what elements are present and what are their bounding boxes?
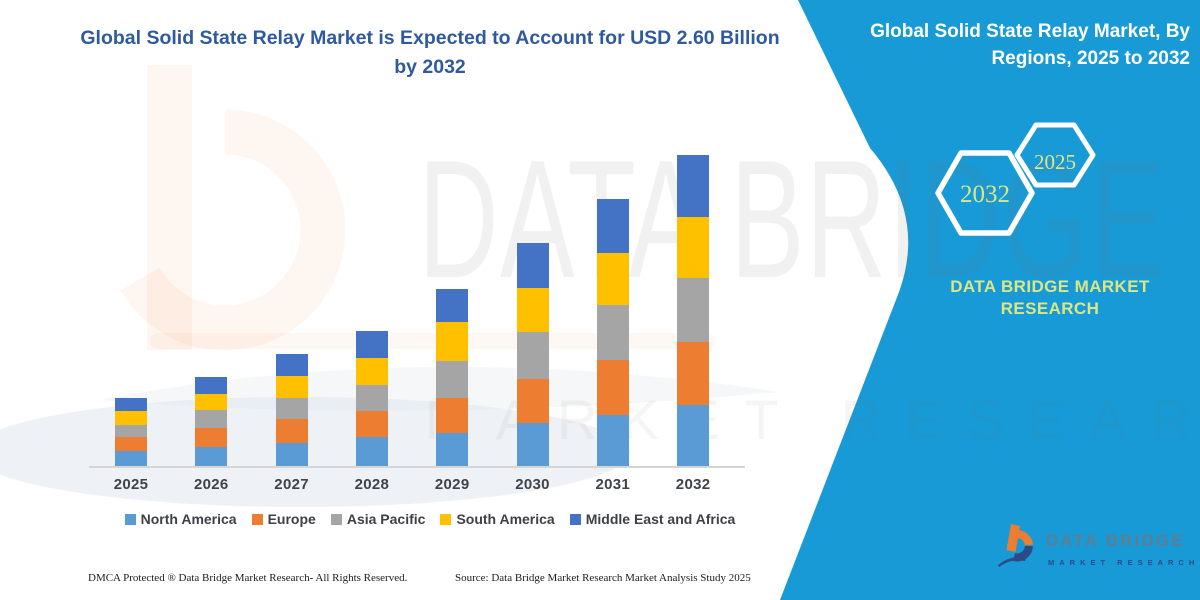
side-panel-title-line1: Global Solid State Relay Market, By (870, 21, 1190, 42)
legend-swatch (569, 513, 581, 525)
bar-2030 (516, 243, 549, 466)
bar-2025 (115, 397, 147, 466)
legend-item: North America (124, 511, 237, 527)
bar-segment (115, 410, 147, 426)
footer-dmca-text: DMCA Protected ® Data Bridge Market Rese… (88, 572, 408, 584)
bar-segment (436, 360, 469, 398)
bar-segment (516, 378, 549, 423)
bar-segment (355, 384, 388, 412)
x-axis-label: 2029 (434, 476, 470, 493)
bar-segment (677, 278, 710, 342)
legend-swatch (124, 513, 136, 525)
bar-segment (596, 304, 629, 360)
bar-segment (275, 353, 308, 377)
bar-segment (115, 450, 147, 466)
chart-title-line2: by 2032 (394, 56, 466, 79)
x-axis-label: 2027 (274, 476, 309, 493)
legend-item: Europe (251, 511, 316, 527)
bar-2031 (596, 199, 629, 466)
side-panel-title: Global Solid State Relay Market, By Regi… (856, 19, 1190, 73)
bar-segment (516, 243, 549, 288)
bar-segment (275, 443, 308, 466)
bar-segment (275, 376, 308, 398)
plot-area: 2025 2026 2027 2028 2029 2030 2031 2032 (89, 146, 745, 493)
bar-segment (115, 397, 147, 411)
legend-label: Asia Pacific (346, 511, 426, 527)
bar-segment (195, 409, 228, 428)
bar-segment (677, 155, 710, 218)
bar-segment (275, 419, 308, 444)
bar-segment (355, 411, 388, 438)
x-axis-label: 2031 (595, 476, 631, 493)
hexagon-2032-icon (935, 150, 1035, 236)
legend-item: Asia Pacific (330, 511, 426, 527)
bar-2027 (275, 353, 308, 466)
bar-segment (677, 405, 710, 466)
x-axis-label: 2028 (354, 476, 390, 493)
bar-segment (596, 253, 629, 305)
chart-title: Global Solid State Relay Market is Expec… (80, 24, 780, 83)
bar-2026 (195, 376, 228, 466)
bar-2032 (677, 155, 710, 466)
bar-segment (355, 358, 388, 385)
bar-segment (436, 288, 469, 323)
logo-name-text: DATA BRIDGE (1046, 532, 1186, 550)
legend-label: North America (140, 511, 237, 527)
brand-text-line1: DATA BRIDGE MARKET (950, 277, 1150, 296)
chart-title-line1: Global Solid State Relay Market is Expec… (80, 27, 780, 49)
bar-segment (275, 397, 308, 420)
bar-segment (596, 199, 629, 254)
hexagon-2032-label: 2032 (960, 181, 1010, 208)
x-axis-line (89, 466, 745, 468)
footer-source-text: Source: Data Bridge Market Research Mark… (455, 572, 751, 584)
bar-segment (115, 425, 147, 438)
bar-segment (516, 332, 549, 379)
bar-segment (436, 397, 469, 433)
legend-item: Middle East and Africa (569, 511, 736, 527)
side-panel-brand-text: DATA BRIDGE MARKET RESEARCH (930, 276, 1170, 321)
watermark-text-line2: MARKET RESEARCH (425, 388, 1200, 451)
brand-text-line2: RESEARCH (1000, 299, 1100, 319)
x-axis-label: 2025 (113, 476, 149, 493)
bar-segment (195, 427, 228, 447)
bar-segment (195, 394, 228, 410)
bar-segment (195, 446, 228, 466)
legend-item: South America (440, 511, 555, 527)
legend-swatch (251, 513, 263, 525)
hexagon-2025-icon (1014, 122, 1096, 188)
bar-segment (195, 376, 228, 395)
bar-segment (677, 341, 710, 405)
bar-segment (596, 414, 629, 466)
legend-label: South America (456, 511, 555, 527)
bar-segment (677, 217, 710, 279)
legend: North America Europe Asia Pacific South Ame… (100, 511, 760, 527)
bar-segment (115, 437, 147, 451)
bar-segment (516, 422, 549, 466)
legend-swatch (330, 513, 342, 525)
bar-2029 (436, 288, 469, 466)
bar-segment (355, 330, 388, 359)
legend-label: Europe (267, 511, 316, 527)
databridge-logo-icon (998, 524, 1033, 567)
year-hexagons: 2032 2025 (935, 122, 1096, 236)
legend-swatch (440, 513, 452, 525)
legend-label: Middle East and Africa (585, 511, 736, 527)
bar-segment (355, 437, 388, 466)
bar-segment (596, 359, 629, 415)
bar-2028 (355, 330, 388, 466)
x-axis-label: 2026 (194, 476, 229, 493)
logo-subtitle-text: MARKET RESEARCH (1048, 558, 1200, 567)
x-axis-label: 2032 (675, 476, 711, 493)
bar-segment (516, 287, 549, 333)
x-axis-label: 2030 (515, 476, 550, 493)
hexagon-2025-label: 2025 (1034, 150, 1076, 174)
side-panel-title-line2: Regions, 2025 to 2032 (991, 47, 1190, 69)
bar-segment (436, 432, 469, 466)
bar-segment (436, 322, 469, 361)
